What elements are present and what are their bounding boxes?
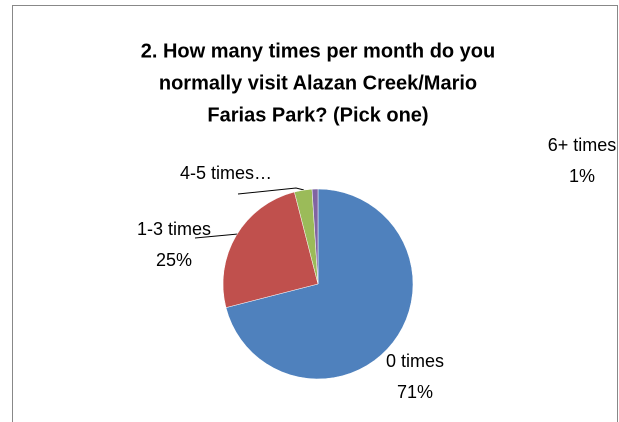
chart-title: normally visit Alazan Creek/Mario bbox=[159, 72, 477, 94]
slice-label: 0 times bbox=[386, 351, 444, 371]
pie-slice bbox=[225, 188, 414, 380]
slice-label: 4-5 times… bbox=[180, 163, 272, 183]
value-label: 25% bbox=[156, 250, 192, 270]
chart-title: Farias Park? (Pick one) bbox=[207, 104, 428, 126]
slice-label: 6+ times bbox=[548, 135, 617, 155]
value-label: 71% bbox=[397, 382, 433, 402]
chart-title: 2. How many times per month do you bbox=[141, 40, 496, 62]
value-label: 1% bbox=[569, 166, 595, 186]
leader-line bbox=[237, 187, 305, 195]
slice-label: 1-3 times bbox=[137, 219, 211, 239]
pie-slice bbox=[311, 188, 319, 285]
pie-slice bbox=[222, 191, 319, 308]
